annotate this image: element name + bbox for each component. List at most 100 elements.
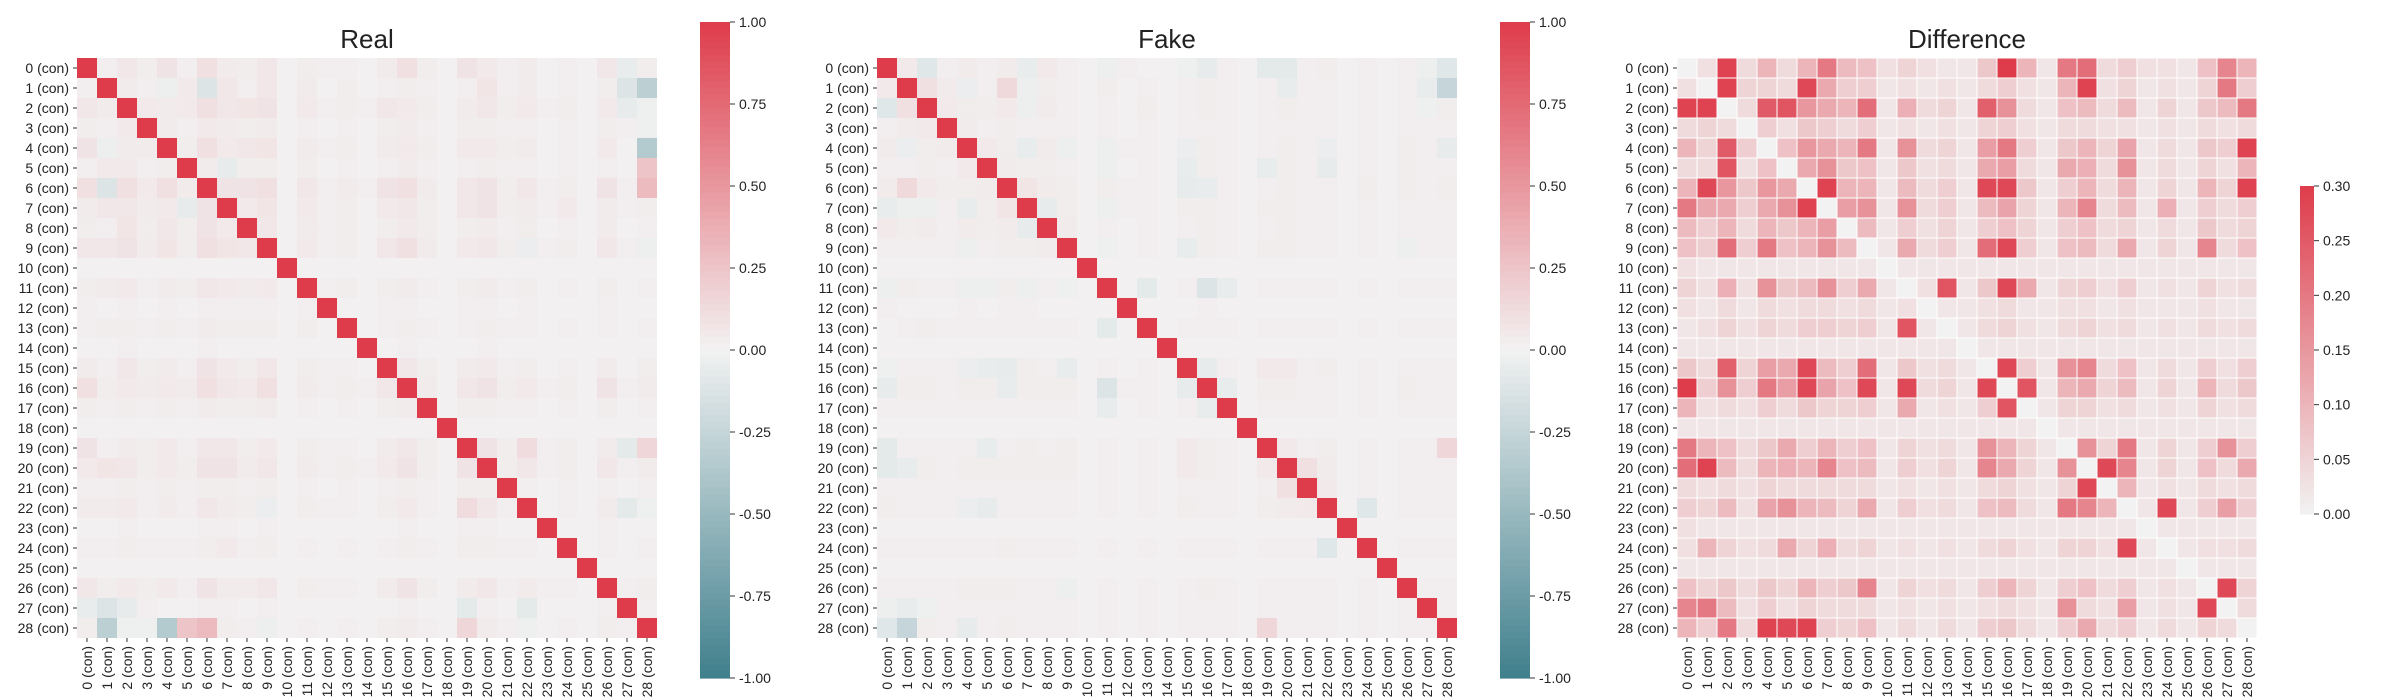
heatmap-cell — [1257, 338, 1277, 358]
colorbar-segment — [1500, 468, 1530, 476]
colorbar-segment — [2300, 412, 2314, 417]
heatmap-cell — [997, 578, 1017, 598]
x-tick-label: 2 (con) — [1719, 646, 1735, 690]
heatmap-cell — [557, 298, 577, 318]
heatmap-cell — [1317, 258, 1337, 278]
heatmap-cell — [1856, 537, 1878, 559]
heatmap-cell — [1756, 517, 1778, 539]
colorbar-segment — [2300, 418, 2314, 423]
heatmap-cell — [1377, 558, 1397, 578]
heatmap-cell — [1756, 337, 1778, 359]
heatmap-cell — [2196, 157, 2218, 179]
heatmap-cell — [1197, 258, 1217, 278]
heatmap-cell — [1676, 377, 1698, 399]
heatmap-cell — [1417, 478, 1437, 498]
heatmap-cell — [197, 438, 217, 458]
heatmap-cell — [2236, 257, 2258, 279]
heatmap-cell — [2236, 217, 2258, 239]
heatmap-cell — [457, 238, 477, 258]
heatmap-cell — [517, 198, 537, 218]
heatmap-cell — [1317, 158, 1337, 178]
heatmap-cell — [1876, 417, 1898, 439]
heatmap-cell — [1237, 498, 1257, 518]
heatmap-cell — [117, 258, 137, 278]
heatmap-cell — [577, 358, 597, 378]
y-tick-label: 20 (con) — [1618, 460, 1669, 476]
heatmap-cell — [1916, 117, 1938, 139]
heatmap-cell — [1097, 498, 1117, 518]
heatmap-cell — [877, 618, 897, 638]
heatmap-cell — [637, 458, 657, 478]
heatmap-cell — [2036, 317, 2058, 339]
heatmap-cell — [997, 298, 1017, 318]
colorbar-segment — [700, 159, 730, 167]
heatmap-cell — [2216, 257, 2238, 279]
heatmap-cell — [297, 558, 317, 578]
heatmap-cell — [1736, 277, 1758, 299]
heatmap-cell — [2036, 77, 2058, 99]
heatmap-cell — [197, 318, 217, 338]
heatmap-cell — [1177, 98, 1197, 118]
heatmap-cell — [2176, 317, 2198, 339]
colorbar-segment — [2300, 208, 2314, 213]
colorbar-tick-label: 0.75 — [739, 96, 766, 112]
heatmap-cell — [2236, 497, 2258, 519]
heatmap-cell — [1397, 238, 1417, 258]
x-tick-label: 28 (con) — [639, 646, 655, 697]
heatmap-cell — [157, 118, 177, 138]
y-tick-label: 10 (con) — [818, 260, 869, 276]
heatmap-cell — [1836, 237, 1858, 259]
colorbar-tick-label: 0.25 — [2323, 233, 2350, 249]
heatmap-cell — [1057, 318, 1077, 338]
heatmap-cell — [197, 538, 217, 558]
heatmap-cell — [937, 518, 957, 538]
heatmap-cell — [1337, 158, 1357, 178]
heatmap-cell — [1057, 418, 1077, 438]
heatmap-cell — [137, 518, 157, 538]
colorbar-segment — [2300, 399, 2314, 404]
heatmap-cell — [2076, 477, 2098, 499]
heatmap-cell — [1397, 158, 1417, 178]
heatmap-cell — [1197, 118, 1217, 138]
heatmap-cell — [1377, 198, 1397, 218]
heatmap-cell — [1197, 518, 1217, 538]
heatmap-cell — [137, 378, 157, 398]
heatmap-cell — [597, 158, 617, 178]
colorbar-segment — [700, 304, 730, 312]
heatmap-cell — [1876, 157, 1898, 179]
heatmap-cell — [937, 258, 957, 278]
heatmap-cell — [137, 198, 157, 218]
heatmap-cell — [537, 258, 557, 278]
y-tick-label: 21 (con) — [1618, 480, 1669, 496]
heatmap-cell — [997, 138, 1017, 158]
heatmap-cell — [1077, 278, 1097, 298]
heatmap-cell — [2116, 497, 2138, 519]
heatmap-cell — [1357, 398, 1377, 418]
heatmap-cell — [1936, 357, 1958, 379]
heatmap-cell — [2236, 277, 2258, 299]
x-tick-label: 8 (con) — [1839, 646, 1855, 690]
heatmap-cell — [557, 278, 577, 298]
heatmap-cell — [2156, 377, 2178, 399]
heatmap-cell — [2196, 177, 2218, 199]
heatmap-cell — [197, 138, 217, 158]
heatmap-cell — [1337, 458, 1357, 478]
heatmap-cell — [1876, 397, 1898, 419]
heatmap-cell — [2156, 357, 2178, 379]
heatmap-cell — [1936, 437, 1958, 459]
heatmap-cell — [1237, 458, 1257, 478]
heatmap-cell — [157, 258, 177, 278]
x-tick-label: 23 (con) — [1339, 646, 1355, 697]
heatmap-cell — [1057, 618, 1077, 638]
heatmap-cell — [497, 58, 517, 78]
heatmap-cell — [1676, 337, 1698, 359]
heatmap-cell — [557, 618, 577, 638]
heatmap-cell — [1397, 58, 1417, 78]
heatmap-cell — [1157, 518, 1177, 538]
heatmap-cell — [497, 278, 517, 298]
heatmap-cell — [977, 118, 997, 138]
heatmap-cell — [957, 218, 977, 238]
x-tick-label: 6 (con) — [199, 646, 215, 690]
heatmap-cell — [317, 498, 337, 518]
heatmap-cell — [2196, 477, 2218, 499]
